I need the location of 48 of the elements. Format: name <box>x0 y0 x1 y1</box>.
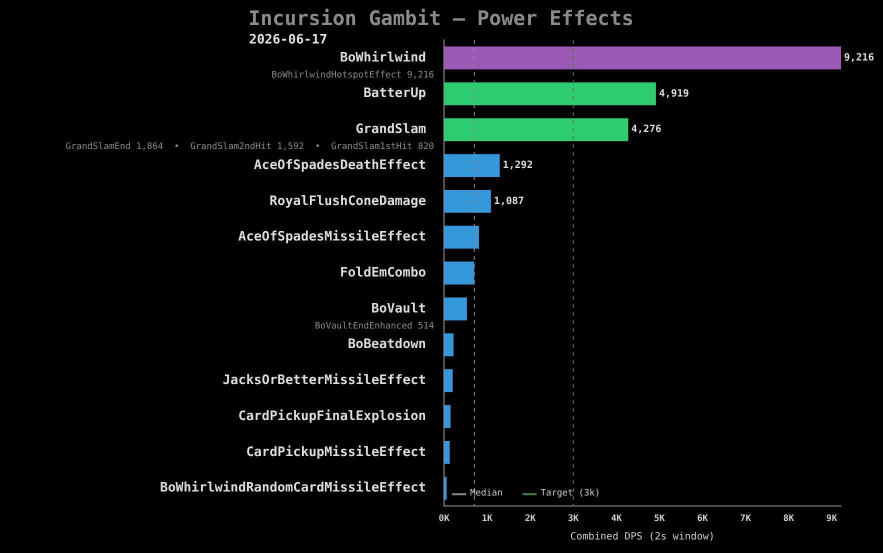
bar <box>444 46 841 70</box>
bar <box>444 440 450 464</box>
y-tick-label: BatterUp <box>363 86 426 102</box>
bar <box>444 118 628 142</box>
x-tick-label: 0K <box>438 514 450 524</box>
x-tick-label: 3K <box>568 514 580 524</box>
data-label: 1,292 <box>502 160 533 172</box>
data-label: 4,276 <box>631 124 662 136</box>
y-tick-label: CardPickupMissileEffect <box>246 444 426 460</box>
y-tick-label: FoldEmCombo <box>340 265 426 280</box>
y-tick-label: BoWhirlwindRandomCardMissileEffect <box>160 480 426 496</box>
data-label: 1,087 <box>494 196 524 207</box>
bar <box>444 369 453 392</box>
ref-line-label: Target (3k) <box>540 488 600 499</box>
y-tick-label: AceOfSpadesDeathEffect <box>254 158 426 173</box>
x-tick-label: 9K <box>826 514 838 524</box>
text: BoVaultEndEnhanced 514 <box>314 321 434 332</box>
bar <box>444 298 467 320</box>
text: GrandSlamEnd 1,864 • GrandSlam2ndHit 1,592 • GrandSlam1stHit 820 <box>66 142 434 152</box>
bar <box>444 333 454 356</box>
x-tick-label: 5K <box>654 514 666 524</box>
x-axis-title: Combined DPS (2s window) <box>570 532 715 543</box>
bar <box>444 190 491 213</box>
y-tick-label: JacksOrBetterMissileEffect <box>222 373 426 388</box>
bar <box>444 405 451 428</box>
data-label: 9,216 <box>844 52 874 64</box>
y-tick-label: GrandSlam <box>356 122 426 138</box>
x-tick-label: 4K <box>610 514 622 524</box>
ref-line-label: Median <box>470 488 503 499</box>
bar <box>444 262 474 285</box>
x-tick-label: 2K <box>524 514 536 524</box>
x-tick-label: 1K <box>482 514 494 524</box>
y-tick-label: BoBeatdown <box>348 337 426 352</box>
y-tick-label: CardPickupFinalExplosion <box>238 408 426 424</box>
data-label: 4,919 <box>658 88 690 100</box>
x-tick-label: 6K <box>697 514 708 524</box>
bar <box>444 154 500 177</box>
y-tick-label: BoWhirlwind <box>340 50 426 66</box>
bar <box>444 226 479 249</box>
x-tick-label: 7K <box>740 514 752 524</box>
bar <box>444 82 656 106</box>
y-tick-label: AceOfSpadesMissileEffect <box>238 230 426 245</box>
y-tick-label: RoyalFlushConeDamage <box>270 194 426 209</box>
chart-title: Incursion Gambit — Power Effects <box>248 6 634 30</box>
text: BoWhirlwindHotspotEffect 9,216 <box>272 70 434 80</box>
y-tick-label: BoVault <box>371 301 426 316</box>
x-tick-label: 8K <box>783 514 795 524</box>
text: 2026-06-17 <box>249 32 328 48</box>
